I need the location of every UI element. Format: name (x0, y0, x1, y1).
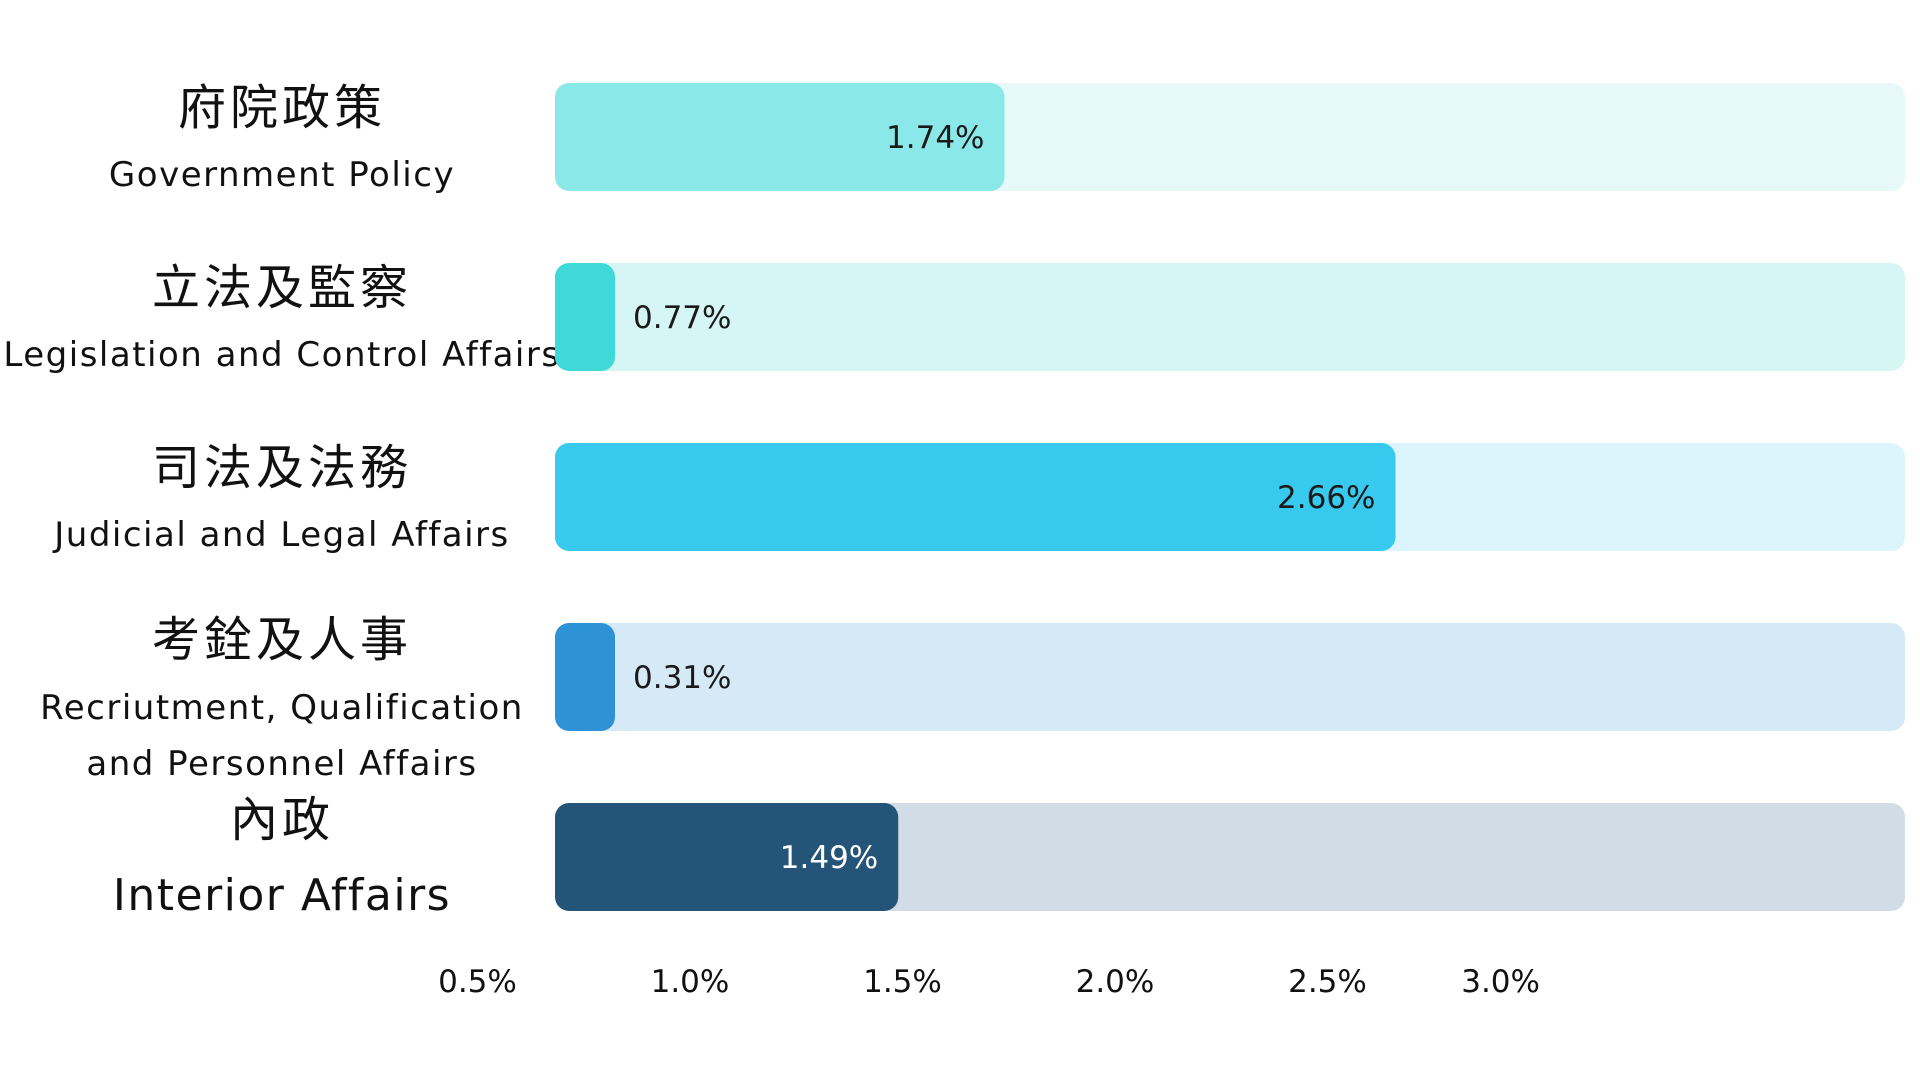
bar (555, 263, 615, 371)
category-label-en: Recriutment, Qualification (40, 688, 524, 728)
category-labels: 府院政策 Government Policy 立法及監察 Legislation an… (3, 80, 560, 921)
bar (555, 623, 615, 731)
x-tick-label: 3.0% (1461, 964, 1540, 1000)
bars: 1.74% 0.77% 2.66% 0.31% 1.49% (555, 83, 1905, 911)
bar-track (555, 263, 1905, 371)
category-label-en: Interior Affairs (113, 870, 451, 921)
bar-value-label: 0.31% (633, 660, 731, 696)
bar (555, 83, 1005, 191)
category-label-zh: 考銓及人事 (152, 612, 412, 668)
bar-track (555, 623, 1905, 731)
x-tick-label: 1.0% (651, 964, 730, 1000)
bar-value-label: 2.66% (1277, 480, 1375, 516)
bar (555, 803, 899, 911)
x-axis: 0.5% 1.0% 1.5% 2.0% 2.5% 3.0% (438, 964, 1540, 1000)
category-label-en: Legislation and Control Affairs (3, 335, 560, 375)
x-tick-label: 2.5% (1288, 964, 1367, 1000)
category-label-en: Judicial and Legal Affairs (52, 515, 510, 555)
category-label-en: Government Policy (109, 155, 455, 195)
x-tick-label: 1.5% (863, 964, 942, 1000)
category-label-zh: 內政 (230, 792, 334, 848)
category-label-zh: 司法及法務 (152, 440, 412, 496)
category-label-en: and Personnel Affairs (86, 744, 477, 784)
category-label-zh: 府院政策 (178, 80, 386, 136)
bar (555, 443, 1396, 551)
bar-value-label: 1.49% (780, 840, 878, 876)
x-tick-label: 2.0% (1076, 964, 1155, 1000)
bar-value-label: 1.74% (886, 120, 984, 156)
x-tick-label: 0.5% (438, 964, 517, 1000)
category-label-zh: 立法及監察 (152, 260, 412, 316)
bar-value-label: 0.77% (633, 300, 731, 336)
